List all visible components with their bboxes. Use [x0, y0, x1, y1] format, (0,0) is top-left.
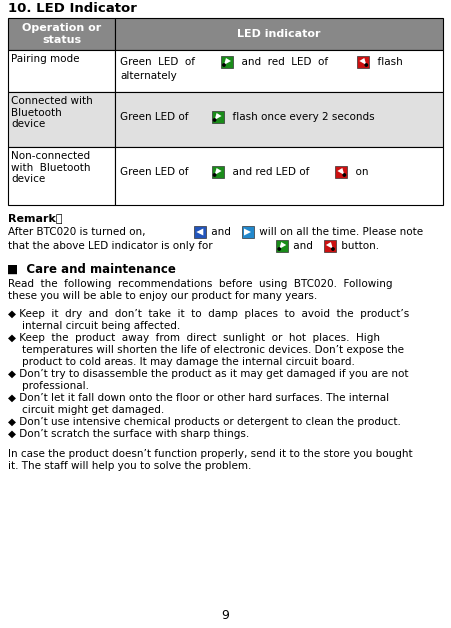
- Text: Green  LED  of: Green LED of: [120, 57, 198, 67]
- FancyBboxPatch shape: [8, 92, 115, 147]
- FancyBboxPatch shape: [212, 166, 224, 178]
- Polygon shape: [224, 58, 231, 65]
- Text: In case the product doesn’t function properly, send it to the store you bought: In case the product doesn’t function pro…: [8, 449, 413, 459]
- Text: these you will be able to enjoy our product for many years.: these you will be able to enjoy our prod…: [8, 291, 317, 301]
- Text: ◆ Don’t let it fall down onto the floor or other hard surfaces. The internal: ◆ Don’t let it fall down onto the floor …: [8, 393, 389, 403]
- Text: LED indicator: LED indicator: [237, 29, 321, 39]
- Text: and: and: [290, 241, 316, 251]
- FancyBboxPatch shape: [212, 111, 224, 123]
- Text: flash once every 2 seconds: flash once every 2 seconds: [226, 112, 374, 122]
- Text: and red LED of: and red LED of: [226, 167, 312, 177]
- Polygon shape: [326, 242, 333, 249]
- FancyBboxPatch shape: [115, 92, 443, 147]
- Circle shape: [213, 174, 216, 176]
- Text: Green LED of: Green LED of: [120, 112, 192, 122]
- Text: Non-connected
with  Bluetooth
device: Non-connected with Bluetooth device: [11, 151, 91, 184]
- FancyBboxPatch shape: [221, 56, 233, 68]
- FancyBboxPatch shape: [357, 56, 369, 68]
- Text: ◆ Keep  it  dry  and  don’t  take  it  to  damp  places  to  avoid  the  product: ◆ Keep it dry and don’t take it to damp …: [8, 309, 409, 319]
- FancyBboxPatch shape: [194, 226, 206, 238]
- FancyBboxPatch shape: [336, 166, 347, 178]
- Text: product to cold areas. It may damage the internal circuit board.: product to cold areas. It may damage the…: [22, 357, 355, 367]
- Text: ◆ Don’t use intensive chemical products or detergent to clean the product.: ◆ Don’t use intensive chemical products …: [8, 417, 401, 427]
- Text: After BTC020 is turned on,: After BTC020 is turned on,: [8, 227, 152, 237]
- FancyBboxPatch shape: [8, 147, 115, 205]
- Polygon shape: [337, 168, 345, 175]
- Text: flash: flash: [371, 57, 403, 67]
- Text: ◆ Keep  the  product  away  from  direct  sunlight  or  hot  places.  High: ◆ Keep the product away from direct sunl…: [8, 333, 380, 343]
- FancyBboxPatch shape: [115, 50, 443, 92]
- Text: temperatures will shorten the life of electronic devices. Don’t expose the: temperatures will shorten the life of el…: [22, 345, 404, 355]
- Text: will on all the time. Please note: will on all the time. Please note: [256, 227, 423, 237]
- Circle shape: [213, 119, 216, 121]
- Polygon shape: [279, 242, 286, 249]
- FancyBboxPatch shape: [8, 18, 115, 50]
- Circle shape: [278, 248, 281, 250]
- FancyBboxPatch shape: [115, 147, 443, 205]
- Polygon shape: [244, 229, 251, 236]
- Text: that the above LED indicator is only for: that the above LED indicator is only for: [8, 241, 216, 251]
- Circle shape: [332, 248, 334, 250]
- Text: it. The staff will help you to solve the problem.: it. The staff will help you to solve the…: [8, 461, 251, 471]
- FancyBboxPatch shape: [8, 50, 115, 92]
- Text: Remark：: Remark：: [8, 213, 63, 223]
- Text: and  red  LED  of: and red LED of: [235, 57, 331, 67]
- Text: Connected with
Bluetooth
device: Connected with Bluetooth device: [11, 96, 93, 129]
- Text: button.: button.: [338, 241, 379, 251]
- Text: alternately: alternately: [120, 71, 177, 81]
- Text: Read  the  following  recommendations  before  using  BTC020.  Following: Read the following recommendations befor…: [8, 279, 392, 289]
- Text: on: on: [350, 167, 369, 177]
- Polygon shape: [215, 113, 221, 120]
- Text: ■  Care and maintenance: ■ Care and maintenance: [7, 263, 176, 276]
- Polygon shape: [215, 168, 221, 175]
- Text: and: and: [208, 227, 234, 237]
- Text: internal circuit being affected.: internal circuit being affected.: [22, 321, 180, 331]
- FancyBboxPatch shape: [324, 240, 336, 252]
- Text: Operation or
status: Operation or status: [22, 23, 101, 45]
- Text: ◆ Don’t try to disassemble the product as it may get damaged if you are not: ◆ Don’t try to disassemble the product a…: [8, 369, 409, 379]
- Text: Green LED of: Green LED of: [120, 167, 192, 177]
- FancyBboxPatch shape: [276, 240, 288, 252]
- Text: 9: 9: [221, 609, 230, 622]
- Text: professional.: professional.: [22, 381, 89, 391]
- Circle shape: [365, 64, 368, 66]
- Text: Pairing mode: Pairing mode: [11, 54, 79, 64]
- Text: ◆ Don’t scratch the surface with sharp things.: ◆ Don’t scratch the surface with sharp t…: [8, 429, 249, 439]
- Circle shape: [223, 64, 225, 66]
- FancyBboxPatch shape: [242, 226, 253, 238]
- Circle shape: [343, 174, 345, 176]
- Polygon shape: [196, 229, 203, 236]
- Polygon shape: [359, 58, 366, 65]
- Text: 10. LED Indicator: 10. LED Indicator: [8, 2, 137, 15]
- Text: circuit might get damaged.: circuit might get damaged.: [22, 405, 164, 415]
- FancyBboxPatch shape: [115, 18, 443, 50]
